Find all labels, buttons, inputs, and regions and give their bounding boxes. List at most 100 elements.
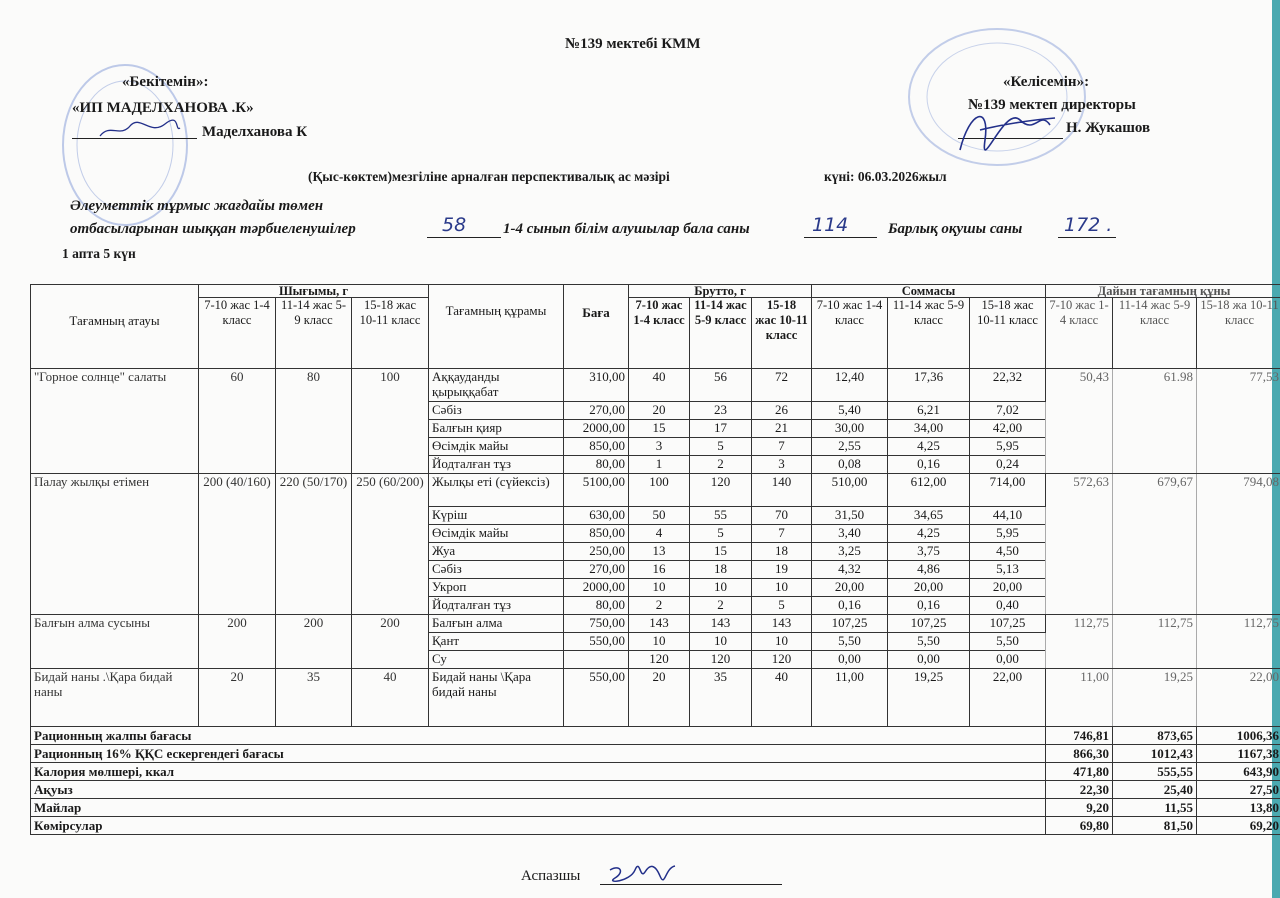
ingredient-brutto: 2	[689, 596, 752, 615]
ingredient-sum: 0,40	[968, 596, 1047, 615]
ingredient-row: Балғын қияр 2000,00 15 17 21 30,00 34,00 42,00	[31, 419, 1280, 438]
approve-signature	[99, 119, 181, 137]
dish-yield: 200 (40/160)	[198, 473, 276, 615]
ingredient-sum: 107,25	[887, 614, 970, 633]
ingredient-sum: 20,00	[887, 578, 970, 597]
ingredient-brutto: 100	[628, 473, 690, 507]
ingredient-sum: 2,55	[811, 437, 888, 456]
ingredient-sum: 22,32	[968, 368, 1047, 402]
dish-yield: 200	[351, 614, 429, 669]
ingredient-sum: 0,00	[811, 650, 888, 669]
ingredient-brutto: 15	[628, 419, 690, 438]
summary-label: Ақуыз	[29, 780, 1047, 799]
ingredient-sum: 510,00	[811, 473, 888, 507]
ingredient-sum: 612,00	[887, 473, 970, 507]
social-line1: Әлеуметтік тұрмыс жағдайы төмен	[70, 198, 324, 214]
ingredient-brutto: 15	[689, 542, 752, 561]
ingredient-brutto: 55	[689, 506, 752, 525]
summary-value: 1006,36	[1196, 726, 1280, 745]
ingredient-brutto: 120	[751, 650, 812, 669]
summary-value: 11,55	[1112, 798, 1198, 817]
dish-name: "Горное солнце" салаты	[30, 368, 199, 474]
ingredient-brutto: 18	[751, 542, 812, 561]
ingredient-sum: 5,50	[811, 632, 888, 651]
ingredient-brutto: 10	[689, 578, 752, 597]
summary-row: Рационның жалпы бағасы 746,81 873,65 1006,3…	[29, 726, 1280, 745]
ingredient-name: Жылқы еті (сүйексіз)	[428, 473, 564, 507]
ingredient-price: 550,00	[563, 668, 629, 727]
col-brutto-age-3: 15-18 жас 10-11 класс	[751, 297, 812, 369]
ingredient-brutto: 40	[751, 668, 812, 727]
ingredient-brutto: 40	[628, 368, 690, 402]
ingredient-sum: 5,13	[968, 560, 1047, 579]
ingredient-row: Бидай наны .\Қара бидай наны 20 35 40 Бидай …	[30, 668, 1280, 727]
col-yield: Шығымы, г	[198, 284, 429, 298]
dish-ready-cost: 61.98	[1112, 368, 1198, 474]
summary-label: Көмірсулар	[29, 816, 1047, 835]
ingredient-sum: 34,65	[887, 506, 970, 525]
ingredient-sum: 34,00	[887, 419, 970, 438]
school-title: №139 мектебі КММ	[565, 36, 701, 52]
ingredient-sum: 0,16	[811, 596, 888, 615]
summary-value: 643,90	[1196, 762, 1280, 781]
ingredient-brutto: 5	[689, 437, 752, 456]
summary-row: Рационның 16% ҚҚС ескергендегі бағасы 866…	[29, 744, 1280, 763]
ingredient-name: Өсімдік майы	[428, 524, 564, 543]
ingredient-sum: 17,36	[887, 368, 970, 402]
ingredient-sum: 0,00	[968, 650, 1047, 669]
ingredient-brutto: 18	[689, 560, 752, 579]
ingredient-sum: 5,40	[811, 401, 888, 420]
ingredient-name: Балғын қияр	[428, 419, 564, 438]
ingredient-sum: 5,50	[887, 632, 970, 651]
dish-ready-cost: 112,75	[1045, 614, 1114, 669]
summary-value: 9,20	[1045, 798, 1114, 817]
ingredient-row: "Горное солнце" салаты 60 80 100 Аққауданды …	[30, 368, 1280, 474]
dish-yield: 35	[275, 668, 352, 727]
ingredient-brutto: 21	[751, 419, 812, 438]
ingredient-sum: 7,02	[968, 401, 1047, 420]
ingredient-sum: 42,00	[968, 419, 1047, 438]
summary-value: 25,40	[1112, 780, 1198, 799]
ingredient-brutto: 19	[751, 560, 812, 579]
ingredient-sum: 0,16	[887, 596, 970, 615]
ingredient-sum: 20,00	[811, 578, 888, 597]
ingredient-brutto: 10	[689, 632, 752, 651]
ingredient-brutto: 26	[751, 401, 812, 420]
cook-signature	[609, 865, 676, 883]
ingredient-name: Өсімдік майы	[428, 437, 564, 456]
col-yield-age-2: 11-14 жас 5-9 класс	[275, 297, 352, 369]
summary-value: 866,30	[1045, 744, 1114, 763]
summary-row: Көмірсулар 69,80 81,50 69,20	[29, 816, 1280, 835]
social-count: 58	[442, 214, 467, 236]
dish-yield: 100	[351, 368, 429, 474]
ingredient-sum: 19,25	[887, 668, 970, 727]
ingredient-row: Жуа 250,00 13 15 18 3,25 3,75 4,50	[31, 542, 1280, 561]
ingredient-sum: 20,00	[968, 578, 1047, 597]
total-label: Барлық оқушы саны	[888, 221, 1023, 237]
ingredient-sum: 107,25	[811, 614, 888, 633]
ingredient-name: Бидай наны \Қара бидай наны	[428, 668, 564, 727]
dish-yield: 250 (60/200)	[351, 473, 429, 615]
summary-value: 555,55	[1112, 762, 1198, 781]
ingredient-brutto: 72	[751, 368, 812, 402]
ingredient-row: Балғын алма сусыны 200 200 200 Балғын алма 75…	[30, 614, 1280, 669]
col-ready-age-3: 15-18 жа 10-11 класс	[1196, 297, 1280, 369]
summary-value: 13,80	[1196, 798, 1280, 817]
summary-row: Ақуыз 22,30 25,40 27,50	[29, 780, 1280, 799]
ingredient-brutto: 7	[751, 524, 812, 543]
ingredient-brutto: 70	[751, 506, 812, 525]
ingredient-sum: 5,50	[968, 632, 1047, 651]
dish-ready-cost: 112,75	[1112, 614, 1198, 669]
ingredient-name: Сәбіз	[428, 401, 564, 420]
dish-ready-cost: 50,43	[1045, 368, 1114, 474]
ingredient-brutto: 17	[689, 419, 752, 438]
ingredient-sum: 4,25	[887, 524, 970, 543]
ingredient-name: Балғын алма	[428, 614, 564, 633]
ingredient-brutto: 2	[689, 455, 752, 474]
ingredient-brutto: 2	[628, 596, 690, 615]
summary-value: 69,80	[1045, 816, 1114, 835]
ingredient-price: 250,00	[563, 542, 629, 561]
ingredient-row: Өсімдік майы 850,00 4 5 7 3,40 4,25 5,95	[31, 524, 1280, 543]
summary-label: Калория мөлшері, ккал	[29, 762, 1047, 781]
ingredient-brutto: 10	[751, 632, 812, 651]
